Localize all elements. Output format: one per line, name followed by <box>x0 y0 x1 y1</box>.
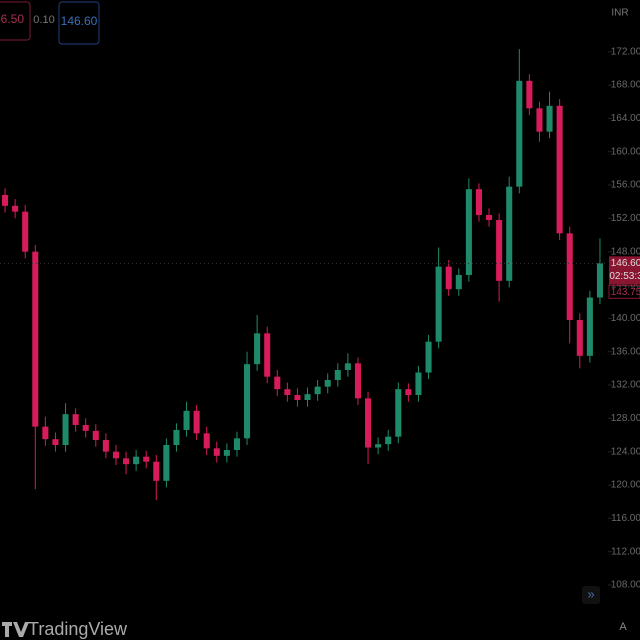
y-tick-label: 112.00 <box>611 546 640 557</box>
candle-body <box>42 426 49 440</box>
candle-body <box>516 80 523 187</box>
candle-body <box>274 376 281 390</box>
sell-box[interactable] <box>0 1 31 41</box>
candle-body <box>354 363 361 399</box>
scroll-icon: » <box>587 586 594 601</box>
candle-body <box>163 445 170 481</box>
candle-body <box>102 440 109 452</box>
candle-body <box>314 386 321 395</box>
candle-body <box>32 251 39 427</box>
buy-price: 146.60 <box>61 14 98 28</box>
countdown: 02:53:3 <box>609 271 640 282</box>
candle-body <box>223 450 230 456</box>
candle-body <box>566 233 573 320</box>
scroll-button[interactable] <box>582 586 600 604</box>
candle-body <box>112 451 119 459</box>
y-tick-label: 136.00 <box>611 346 640 357</box>
candle-body <box>445 266 452 290</box>
y-tick-label: 168.00 <box>611 80 640 91</box>
y-tick-label: 148.00 <box>611 246 640 257</box>
y-tick-label: 140.00 <box>611 313 640 324</box>
candle-body <box>203 433 210 449</box>
y-tick-label: 108.00 <box>611 580 640 591</box>
candle-body <box>82 425 89 431</box>
candle-body <box>254 333 261 365</box>
y-tick-label: 164.00 <box>611 113 640 124</box>
candle-body <box>2 195 9 206</box>
sell-price: 146.50 <box>0 12 24 26</box>
candle-body <box>465 189 472 275</box>
candle-body <box>526 80 533 109</box>
candle-body <box>405 389 412 395</box>
y-tick-label: 120.00 <box>611 480 640 491</box>
candle-body <box>62 414 69 445</box>
currency: INR <box>611 8 628 19</box>
candle-body <box>455 275 462 290</box>
candle-body <box>183 410 190 430</box>
candle-body <box>475 189 482 215</box>
plot <box>0 49 608 500</box>
candle-body <box>264 333 271 377</box>
candle-body <box>52 439 59 445</box>
candle-body <box>92 430 99 440</box>
last-price-box <box>609 256 640 285</box>
y-tick-label: 128.00 <box>611 413 640 424</box>
candle-body <box>385 436 392 445</box>
y-tick-label: 156.00 <box>611 180 640 191</box>
candle-body <box>596 263 603 298</box>
prev-price-label: 143.75 <box>611 287 640 298</box>
buy-box[interactable] <box>58 1 100 45</box>
candle-body <box>536 108 543 132</box>
candle-body <box>425 341 432 373</box>
spread: 0.10 <box>33 14 54 26</box>
y-tick-label: 124.00 <box>611 446 640 457</box>
candle-body <box>153 461 160 481</box>
logo-icon <box>2 622 29 637</box>
candle-body <box>435 266 442 342</box>
candle-body <box>123 458 130 465</box>
candle-body <box>12 205 19 212</box>
candle-body <box>375 444 382 448</box>
candle-body <box>304 394 311 400</box>
candle-body <box>546 105 553 132</box>
candle-body <box>22 211 29 252</box>
candle-body <box>334 370 341 380</box>
candle-body <box>294 395 301 400</box>
candle-body <box>193 410 200 434</box>
last-price-label: 146.60 <box>611 258 640 269</box>
y-tick-label: 132.00 <box>611 380 640 391</box>
y-tick-label: 152.00 <box>611 213 640 224</box>
candle-body <box>284 389 291 395</box>
candle-body <box>213 448 220 456</box>
candle-body <box>324 380 331 387</box>
auto-scale[interactable]: A <box>619 621 627 633</box>
candle-body <box>586 297 593 356</box>
candle-body <box>143 456 150 462</box>
candle-body <box>173 430 180 445</box>
candle-body <box>415 372 422 395</box>
candle-body <box>344 363 351 370</box>
candle-body <box>496 220 503 281</box>
candle-body <box>556 105 563 234</box>
y-tick-label: 172.00 <box>611 46 640 57</box>
candle-body <box>576 320 583 356</box>
prev-price-box <box>608 284 640 299</box>
logo: TradingView <box>28 619 128 639</box>
candle-body <box>506 186 513 281</box>
candle-body <box>244 364 251 439</box>
candle-body <box>233 438 240 450</box>
candle-body <box>486 215 493 220</box>
candle-body <box>365 398 372 448</box>
candle-body <box>133 456 140 465</box>
y-tick-label: 160.00 <box>611 146 640 157</box>
y-tick-label: 116.00 <box>611 513 640 524</box>
candle-body <box>395 389 402 437</box>
candle-body <box>72 414 79 425</box>
